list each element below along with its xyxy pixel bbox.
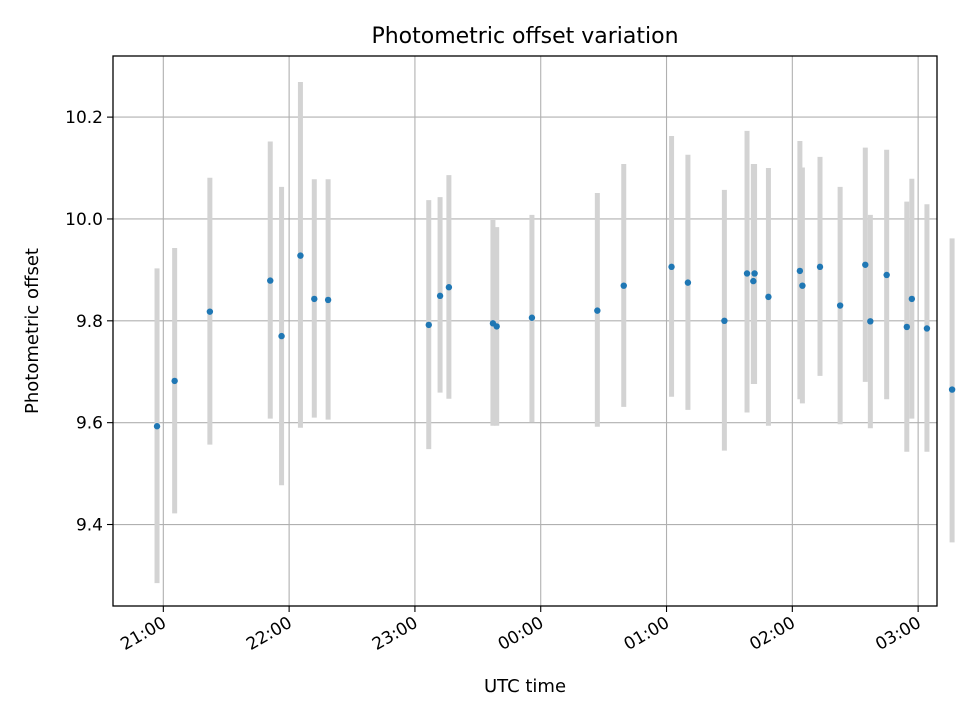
- x-tick-label: 03:00: [872, 613, 924, 655]
- data-point: [324, 296, 332, 304]
- x-tick-label: 01:00: [621, 613, 673, 655]
- data-point: [297, 252, 304, 259]
- data-point: [799, 282, 806, 289]
- plot-frame: [112, 55, 938, 607]
- data-point: [903, 323, 911, 331]
- x-tick-label: 21:00: [117, 613, 169, 655]
- data-point: [436, 292, 444, 300]
- y-axis-label: Photometric offset: [22, 248, 43, 414]
- data-point: [948, 386, 956, 393]
- data-points: [153, 252, 956, 430]
- y-tick-label: 10.2: [65, 108, 103, 128]
- data-point: [620, 282, 627, 289]
- data-point: [445, 284, 453, 291]
- data-point: [311, 295, 318, 303]
- data-point: [278, 332, 285, 340]
- data-point: [743, 270, 751, 277]
- error-bars: [154, 81, 955, 584]
- x-tick-label: 02:00: [746, 613, 798, 655]
- data-point: [684, 279, 692, 286]
- data-point: [171, 377, 178, 385]
- data-point: [668, 263, 675, 271]
- data-point: [721, 317, 728, 325]
- grid: [113, 56, 937, 606]
- data-point: [862, 261, 869, 268]
- data-point: [594, 307, 601, 314]
- x-tick-label: 00:00: [495, 613, 547, 655]
- data-point: [923, 325, 931, 332]
- data-point: [493, 323, 500, 330]
- x-axis-label: UTC time: [484, 676, 566, 697]
- data-point: [836, 302, 844, 309]
- data-point: [206, 308, 214, 315]
- x-tick-label: 23:00: [369, 613, 421, 655]
- y-tick-label: 9.8: [76, 312, 103, 332]
- y-tick-label: 9.4: [76, 516, 103, 536]
- data-point: [908, 295, 916, 303]
- data-point: [867, 318, 874, 325]
- data-point: [883, 271, 890, 279]
- data-point: [796, 267, 804, 275]
- y-tick-label: 10.0: [65, 210, 103, 230]
- data-point: [425, 321, 432, 329]
- data-point: [267, 277, 274, 284]
- data-point: [528, 314, 536, 321]
- data-point: [816, 263, 824, 271]
- chart-title: Photometric offset variation: [371, 24, 678, 49]
- data-point: [153, 423, 161, 430]
- y-tick-label: 9.6: [76, 414, 103, 434]
- data-point: [750, 277, 757, 285]
- x-axis: 21:00 22:00 23:00 00:00 01:00 02:00 03:00: [117, 606, 925, 655]
- data-point: [751, 270, 758, 277]
- x-tick-label: 22:00: [243, 613, 295, 655]
- data-point: [765, 293, 772, 301]
- y-axis: 9.4 9.6 9.8 10.0 10.2: [65, 108, 113, 536]
